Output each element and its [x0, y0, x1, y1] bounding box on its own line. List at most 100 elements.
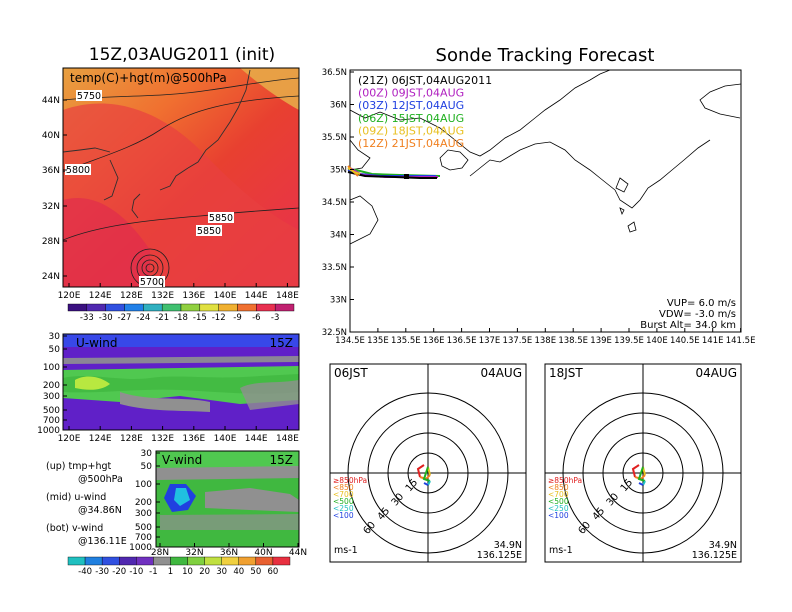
- pressure-tick-label: 100: [43, 363, 60, 373]
- coastline: [349, 69, 742, 245]
- lat-tick-label: 40N: [42, 131, 60, 141]
- hodograph-lon: 136.125E: [477, 550, 522, 561]
- tracking-title: Sonde Tracking Forecast: [436, 45, 655, 66]
- colorbar-swatch: [170, 556, 188, 566]
- lat-tick-label: 36N: [330, 101, 347, 111]
- colorbar-swatch: [272, 556, 291, 566]
- legend-note-line1: (up) tmp+hgt: [46, 461, 112, 472]
- pressure-tick-label: 200: [43, 381, 60, 391]
- colorbar-label: -1: [149, 567, 157, 577]
- colorbar-label: -9: [233, 313, 241, 323]
- legend-entry: (21Z) 06JST,04AUG2011: [358, 74, 492, 87]
- contour-label-5850-a: 5850: [209, 213, 233, 224]
- legend-note-line1: (bot) v-wind: [46, 523, 103, 534]
- lon-tick-label: 140E: [214, 434, 237, 444]
- colorbar-label: -40: [78, 567, 92, 577]
- lat-tick-label: 32N: [185, 548, 203, 558]
- hodograph-date: 04AUG: [480, 366, 522, 380]
- lon-tick-label: 141E: [702, 336, 724, 346]
- colorbar-swatch: [187, 556, 205, 566]
- lon-tick-label: 135E: [367, 336, 389, 346]
- colorbar-swatch: [143, 303, 163, 312]
- level-legend-entry: <100: [333, 511, 354, 520]
- lon-tick-label: 128E: [120, 291, 143, 301]
- colorbar-swatch: [199, 303, 219, 312]
- lat-tick-label: 33N: [330, 296, 347, 306]
- lon-tick-label: 134.5E: [335, 336, 365, 346]
- sonde-param: VUP= 6.0 m/s: [667, 298, 736, 309]
- pressure-tick-label: 700: [135, 533, 152, 543]
- lon-tick-label: 124E: [89, 434, 112, 444]
- lon-tick-label: 136E: [423, 336, 445, 346]
- colorbar-label: -27: [118, 313, 132, 323]
- sonde-param: Burst Alt= 34.0 km: [640, 320, 736, 331]
- hodograph-lat: 34.9N: [494, 540, 522, 551]
- legend-note-line1: (mid) u-wind: [46, 492, 106, 503]
- lat-tick-label: 32N: [42, 202, 60, 212]
- lon-tick-label: 120E: [58, 291, 81, 301]
- lon-tick-label: 124E: [89, 291, 112, 301]
- colorbar-swatch: [101, 556, 120, 566]
- colorbar-label: 40: [233, 567, 244, 577]
- lat-tick-label: 28N: [42, 237, 60, 247]
- lon-tick-label: 137.5E: [503, 336, 533, 346]
- lat-tick-label: 36.5N: [322, 68, 347, 78]
- wind-trace: [427, 480, 431, 486]
- legend-entry: (12Z) 21JST,04AUG: [358, 137, 464, 150]
- contour-label-5700: 5700: [140, 277, 164, 288]
- lat-tick-label: 33.5N: [322, 263, 347, 273]
- pressure-tick-label: 200: [135, 498, 152, 508]
- temp-map-label: temp(C)+hgt(m)@500hPa: [70, 71, 227, 85]
- colorbar-label: -21: [155, 313, 169, 323]
- lat-tick-label: 40N: [254, 548, 272, 558]
- colorbar-swatch: [255, 556, 274, 566]
- colorbar-swatch: [124, 303, 144, 312]
- lat-tick-label: 34.5N: [322, 198, 347, 208]
- colorbar-label: -15: [193, 313, 207, 323]
- lon-tick-label: 136E: [182, 291, 205, 301]
- pressure-tick-label: 300: [43, 392, 60, 402]
- lat-tick-label: 35.5N: [322, 133, 347, 143]
- level-legend-entry: <700: [548, 490, 569, 499]
- colorbar-swatch: [238, 556, 257, 566]
- colorbar-swatch: [153, 556, 171, 566]
- legend-note-line2: @34.86N: [78, 505, 122, 516]
- pressure-tick-label: 30: [141, 449, 153, 459]
- colorbar-swatch: [119, 556, 137, 566]
- lon-tick-label: 140.5E: [670, 336, 700, 346]
- pressure-tick-label: 700: [43, 416, 60, 426]
- level-legend-entry: <700: [333, 490, 354, 499]
- colorbar-swatch: [67, 303, 88, 312]
- level-legend-entry: <100: [548, 511, 569, 520]
- pressure-tick-label: 1000: [129, 543, 152, 553]
- level-legend-entry: ≥850hPa: [548, 476, 582, 485]
- level-legend-entry: <500: [333, 497, 354, 506]
- lon-tick-label: 132E: [151, 434, 174, 444]
- level-legend-entry: <850: [333, 483, 354, 492]
- hodograph-date: 04AUG: [695, 366, 737, 380]
- lat-tick-label: 32.5N: [322, 328, 347, 338]
- colorbar-swatch: [180, 303, 201, 312]
- level-legend-entry: <250: [333, 504, 354, 513]
- colorbar-swatch: [105, 303, 125, 312]
- pressure-tick-label: 50: [141, 462, 153, 472]
- temp-map-field: [63, 68, 299, 287]
- lon-tick-label: 136.5E: [447, 336, 477, 346]
- lat-tick-label: 34N: [330, 231, 347, 241]
- colorbar-label: 30: [216, 567, 227, 577]
- pressure-tick-label: 500: [135, 523, 152, 533]
- colorbar-swatch: [218, 303, 238, 312]
- colorbar-swatch: [86, 303, 106, 312]
- colorbar-label: -10: [129, 567, 143, 577]
- hodograph-time: 18JST: [549, 366, 583, 380]
- colorbar-label: -18: [174, 313, 188, 323]
- hodograph-lat: 34.9N: [709, 540, 737, 551]
- lat-tick-label: 36N: [42, 166, 60, 176]
- lon-tick-label: 137E: [479, 336, 501, 346]
- colorbar-label: -30: [95, 567, 109, 577]
- lat-tick-label: 44N: [42, 96, 60, 106]
- colorbar-swatch: [204, 556, 222, 566]
- level-legend-entry: ≥850hPa: [333, 476, 367, 485]
